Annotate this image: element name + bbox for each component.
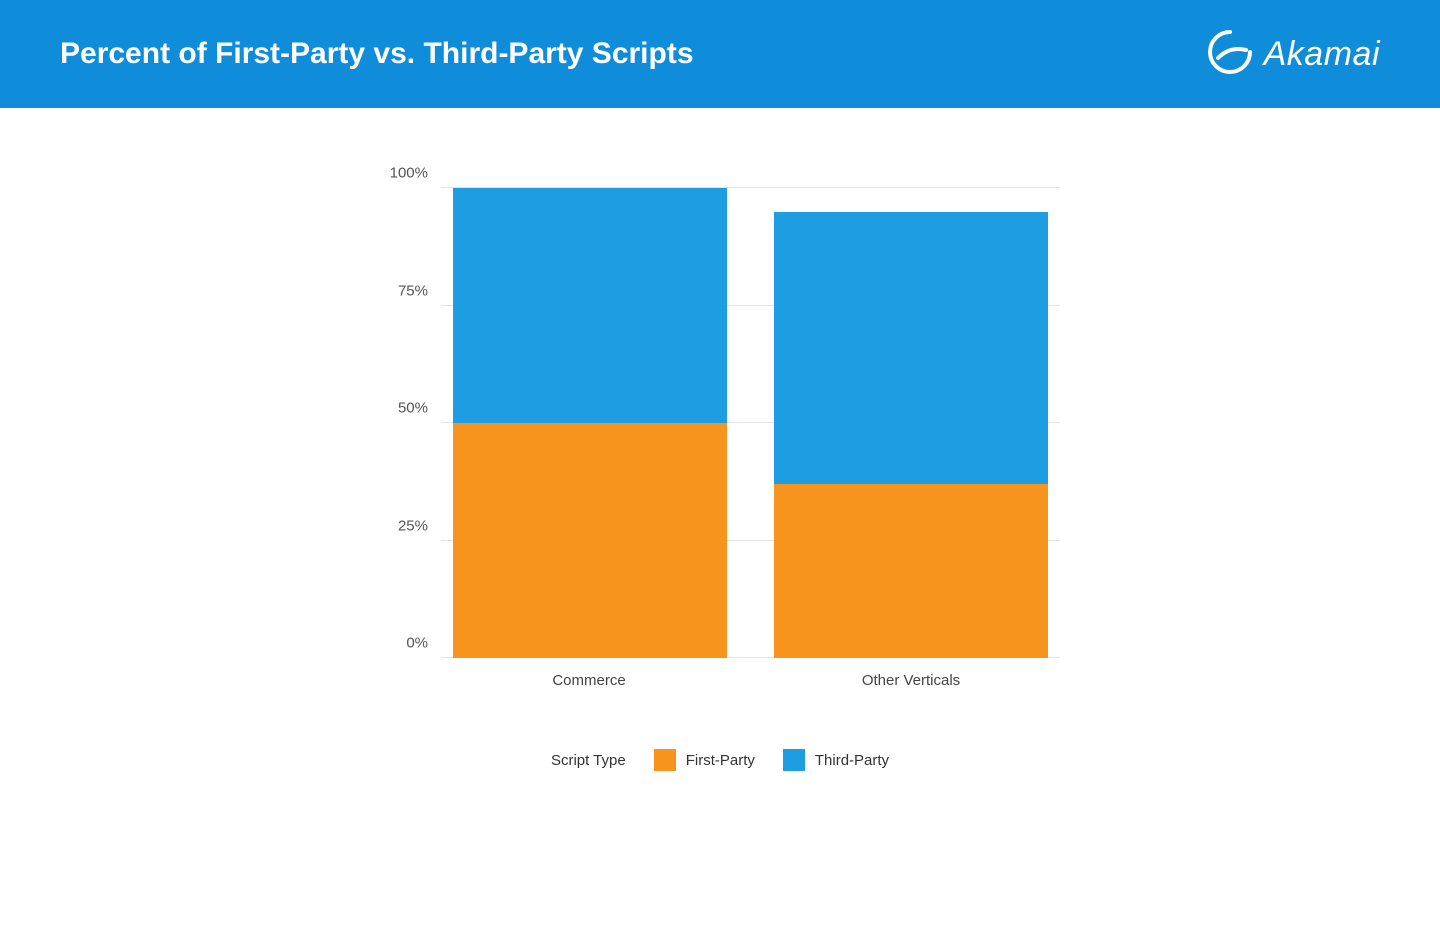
x-tick-label: Commerce — [440, 672, 738, 689]
plot-area — [440, 188, 1060, 658]
legend: Script Type First-Party Third-Party — [551, 749, 889, 771]
legend-item-label: First-Party — [686, 752, 755, 769]
legend-item: Third-Party — [783, 749, 889, 771]
legend-item: First-Party — [654, 749, 755, 771]
bar-segment-third-party — [453, 188, 727, 423]
legend-title: Script Type — [551, 752, 626, 769]
x-axis: Commerce Other Verticals — [440, 658, 1060, 689]
brand-logo: Akamai — [1204, 26, 1380, 83]
bar-segment-first-party — [453, 423, 727, 658]
x-tick-label: Other Verticals — [762, 672, 1060, 689]
legend-swatch-icon — [654, 749, 676, 771]
y-tick-label: 50% — [398, 401, 428, 416]
stacked-bar — [453, 188, 727, 658]
page-title: Percent of First-Party vs. Third-Party S… — [60, 37, 694, 71]
y-tick-label: 100% — [390, 166, 428, 181]
header-bar: Percent of First-Party vs. Third-Party S… — [0, 0, 1440, 108]
y-axis: 100%75%50%25%0% — [380, 188, 440, 658]
bar-slot — [441, 188, 739, 658]
chart-box: 100%75%50%25%0% CommerceOther Verticals — [380, 188, 1060, 689]
bars-layer — [441, 188, 1060, 658]
chart-container: 100%75%50%25%0% CommerceOther Verticals … — [0, 108, 1440, 771]
legend-swatch-icon — [783, 749, 805, 771]
stacked-bar — [774, 212, 1048, 659]
y-tick-label: 75% — [398, 283, 428, 298]
bar-segment-third-party — [774, 212, 1048, 485]
brand-logo-text: Akamai — [1264, 35, 1380, 74]
legend-item-label: Third-Party — [815, 752, 889, 769]
bar-segment-first-party — [774, 484, 1048, 658]
bar-slot — [763, 188, 1061, 658]
wave-icon — [1204, 26, 1256, 83]
y-tick-label: 0% — [406, 636, 428, 651]
y-tick-label: 25% — [398, 518, 428, 533]
